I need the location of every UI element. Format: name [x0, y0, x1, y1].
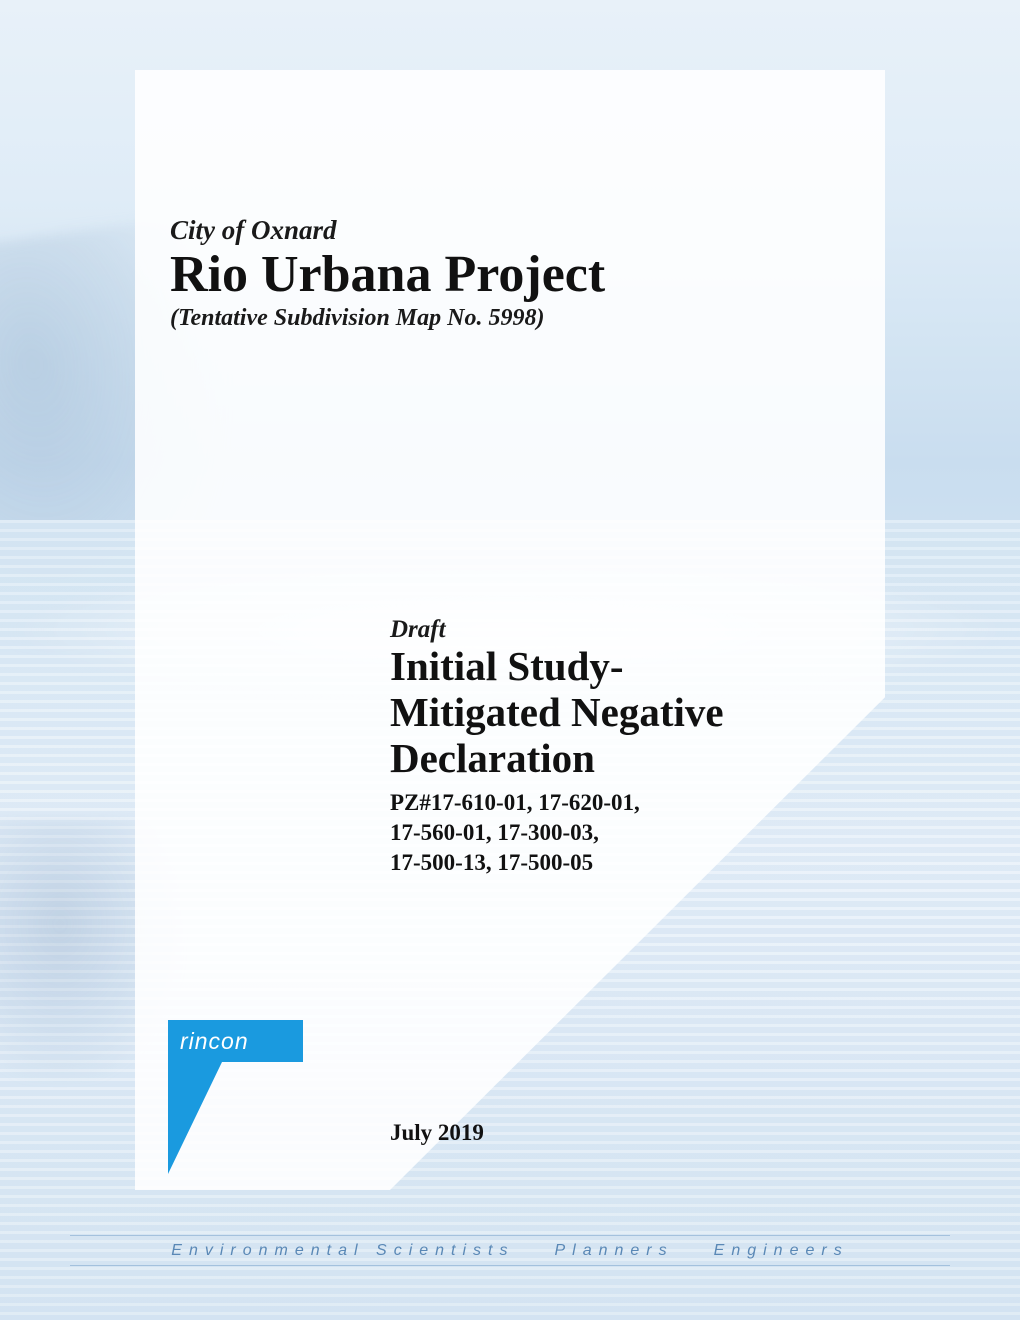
document-title-line: Declaration: [390, 735, 595, 781]
header-block: City of Oxnard Rio Urbana Project (Tenta…: [170, 215, 870, 332]
footer: Environmental Scientists Planners Engineer…: [0, 1235, 1020, 1266]
tagline-part: Environmental Scientists: [171, 1242, 514, 1259]
logo-text: rincon: [180, 1028, 249, 1055]
tagline-part: Engineers: [714, 1242, 849, 1259]
city-label: City of Oxnard: [170, 215, 870, 246]
document-title: Initial Study- Mitigated Negative Declar…: [390, 644, 910, 782]
logo-triangle: [168, 1062, 222, 1174]
publication-date: July 2019: [390, 1120, 484, 1146]
draft-label: Draft: [390, 616, 910, 644]
document-title-line: Initial Study-: [390, 643, 624, 689]
pz-line: 17-560-01, 17-300-03,: [390, 820, 599, 845]
document-title-line: Mitigated Negative: [390, 689, 724, 735]
document-block: Draft Initial Study- Mitigated Negative …: [390, 616, 910, 879]
map-number: (Tentative Subdivision Map No. 5998): [170, 305, 870, 332]
pz-line: 17-500-13, 17-500-05: [390, 850, 593, 875]
tagline: Environmental Scientists Planners Engineer…: [70, 1235, 950, 1266]
pz-line: PZ#17-610-01, 17-620-01,: [390, 790, 640, 815]
pz-numbers: PZ#17-610-01, 17-620-01, 17-560-01, 17-3…: [390, 788, 910, 879]
logo-bar: rincon: [168, 1020, 303, 1062]
project-title: Rio Urbana Project: [170, 248, 870, 303]
rincon-logo: rincon: [168, 1020, 303, 1175]
tagline-part: Planners: [554, 1242, 673, 1259]
